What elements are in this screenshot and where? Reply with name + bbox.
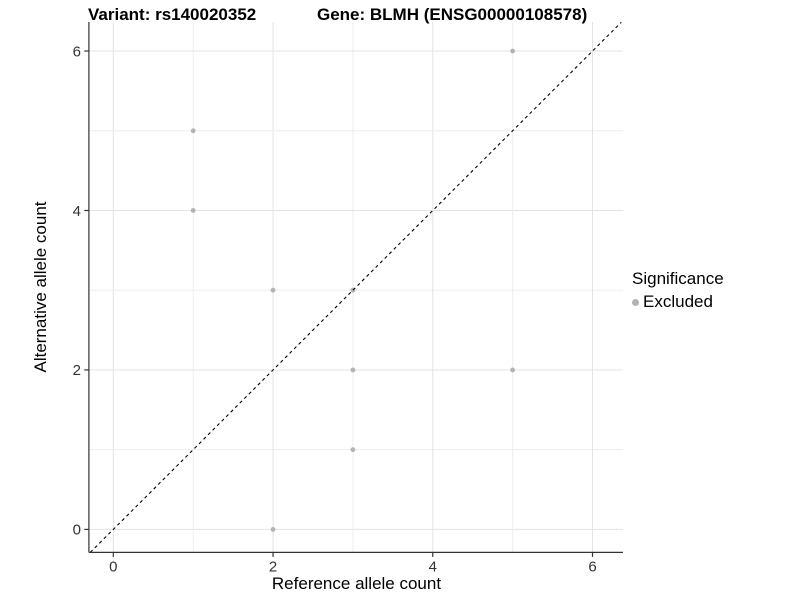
data-point [270,287,276,293]
plot-title-gene: Gene: BLMH (ENSG00000108578) [317,5,588,24]
x-axis-title: Reference allele count [271,574,442,593]
x-tick-label: 0 [109,558,117,575]
data-point [350,447,356,453]
data-point [510,48,516,54]
legend-item-label: Excluded [643,292,713,311]
y-tick-label: 6 [73,43,81,60]
y-tick-label: 0 [73,522,81,539]
identity-line [89,21,622,553]
y-tick-label: 4 [73,203,81,220]
excluded-dot-icon [632,298,639,306]
data-point [270,527,276,532]
legend-title: Significance [632,269,724,288]
legend-item-excluded: Excluded [632,292,724,312]
y-tick-label: 2 [73,362,81,379]
plot-title-variant: Variant: rs140020352 [88,5,257,24]
x-tick-label: 2 [269,558,277,575]
data-point [510,367,516,373]
legend: Significance Excluded [632,269,724,312]
data-point [190,128,196,134]
x-tick-label: 4 [429,558,437,575]
data-point [350,367,356,373]
x-tick-label: 6 [588,558,596,575]
y-axis-title: Alternative allele count [31,201,50,373]
data-point [190,208,196,213]
